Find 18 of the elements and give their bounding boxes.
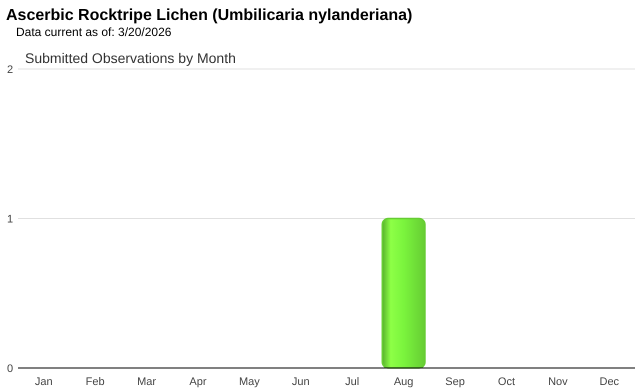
y-tick-label: 1 xyxy=(6,213,14,226)
x-tick-label: May xyxy=(238,376,260,388)
chart-title: Ascerbic Rocktripe Lichen (Umbilicaria nylanderiana) xyxy=(6,7,412,24)
chart-subtitle: Data current as of: 3/20/2026 xyxy=(16,25,172,39)
x-tick-label: Jan xyxy=(34,376,53,388)
x-tick-label: Jul xyxy=(345,376,360,388)
x-tick-label: Apr xyxy=(189,376,207,388)
x-tick-label: Aug xyxy=(394,376,414,388)
x-tick-label: Sep xyxy=(445,376,465,388)
x-tick-label: Nov xyxy=(548,376,568,388)
text: Submitted Observations by Month xyxy=(25,50,236,66)
x-tick-label: Jun xyxy=(292,376,310,388)
x-tick-label: Oct xyxy=(498,376,516,388)
x-tick-label: Dec xyxy=(600,376,620,388)
x-tick-label: Feb xyxy=(86,376,105,388)
y-tick-label: 0 xyxy=(6,362,14,375)
x-tick-label: Mar xyxy=(137,376,156,388)
y-tick-label: 2 xyxy=(6,64,14,76)
